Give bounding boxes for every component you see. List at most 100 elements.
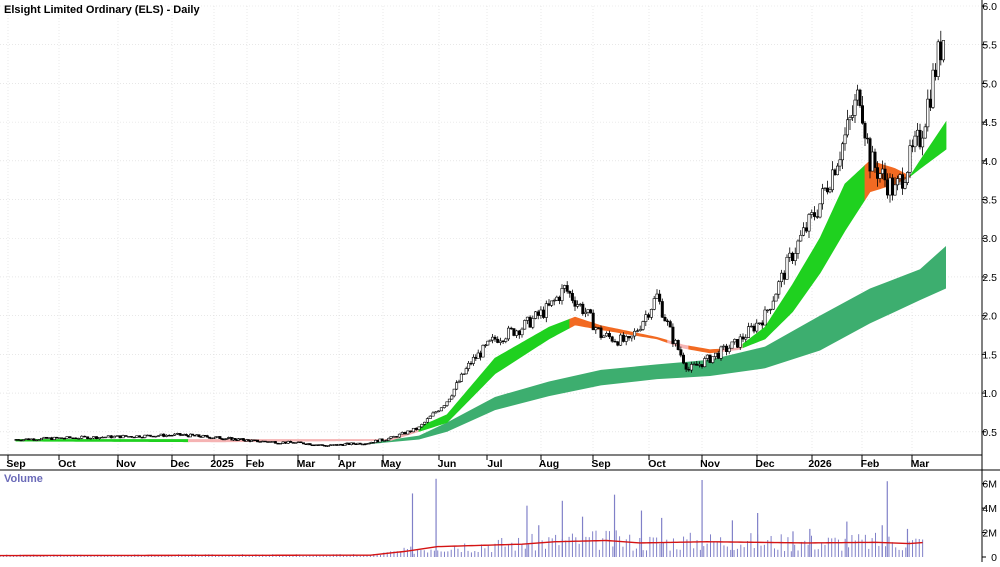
candle-body <box>464 368 468 375</box>
candle-body <box>865 137 869 140</box>
candle-body <box>576 304 580 307</box>
candle-body <box>197 434 201 437</box>
candle-body <box>178 433 182 436</box>
candle-body <box>278 442 282 445</box>
candle-body <box>476 352 480 359</box>
candle-body <box>71 437 75 440</box>
candle-body <box>162 433 166 437</box>
candle-body <box>19 439 23 442</box>
candle-body <box>692 363 696 366</box>
candle-body <box>225 438 229 440</box>
candle-body <box>276 442 280 445</box>
candle-body <box>156 435 160 437</box>
candle-body <box>533 311 537 319</box>
candle-body <box>895 178 899 186</box>
candle-body <box>918 129 922 148</box>
candle-body <box>557 296 561 301</box>
candle-body <box>738 336 742 348</box>
candle-body <box>695 363 699 366</box>
candle-body <box>542 309 546 318</box>
candle-body <box>875 167 879 179</box>
candle-body <box>320 444 324 446</box>
candle-body <box>883 168 887 181</box>
candle-body <box>550 300 554 306</box>
month-label: Feb <box>861 458 880 470</box>
candle-body <box>409 430 413 433</box>
candle-body <box>679 349 683 356</box>
price-tick-label: 4.5 <box>982 117 997 129</box>
candle-body <box>774 293 778 302</box>
candle-body <box>647 314 651 318</box>
candle-body <box>42 436 46 439</box>
candle-body <box>112 435 116 439</box>
candle-body <box>868 138 872 172</box>
candle-body <box>83 435 87 438</box>
candle-body <box>818 203 822 218</box>
candle-body <box>447 398 451 403</box>
candle-body <box>434 411 438 414</box>
candle-body <box>833 169 837 176</box>
candle-body <box>589 309 593 314</box>
candle-body <box>610 336 614 342</box>
candle-body <box>586 309 590 313</box>
candle-body <box>218 436 222 439</box>
month-label: Oct <box>58 458 76 470</box>
month-label: Dec <box>755 458 774 470</box>
candle-body <box>697 364 701 366</box>
candle-body <box>452 388 456 397</box>
short-term-ma-band-up <box>36 439 121 442</box>
candle-body <box>635 330 639 332</box>
price-tick-label: 1.5 <box>982 349 997 361</box>
volume-tick-label: 2M <box>982 528 997 540</box>
candle-body <box>47 437 51 439</box>
month-label: Jun <box>438 458 457 470</box>
candle-body <box>552 299 556 302</box>
price-tick-label: 0.5 <box>982 427 997 439</box>
candle-body <box>17 439 21 441</box>
candle-body <box>910 145 914 148</box>
candle-body <box>658 293 662 302</box>
candle-body <box>148 434 152 437</box>
candle-body <box>414 427 418 430</box>
candle-body <box>92 436 96 439</box>
candle-body <box>568 291 572 294</box>
candle-body <box>431 412 435 417</box>
month-label: Aug <box>539 458 559 470</box>
month-label: Nov <box>700 458 720 470</box>
candle-body <box>840 143 844 161</box>
candle-body <box>578 303 582 306</box>
candle-body <box>170 435 174 437</box>
candle-body <box>509 327 513 330</box>
candle-body <box>607 333 611 338</box>
candle-body <box>591 312 595 331</box>
candle-body <box>439 407 443 412</box>
candle-body <box>689 364 693 371</box>
candle-body <box>420 424 424 428</box>
candle-body <box>34 439 38 442</box>
month-label: Mar <box>297 458 316 470</box>
candle-body <box>352 442 356 445</box>
candle-body <box>878 173 882 179</box>
candle-body <box>810 212 814 215</box>
candle-body <box>496 338 500 343</box>
candle-body <box>50 437 54 440</box>
candle-body <box>888 177 892 196</box>
candle-body <box>782 272 786 280</box>
candle-body <box>870 151 874 172</box>
candle-body <box>140 436 144 439</box>
candle-body <box>100 436 104 439</box>
candle-body <box>74 437 78 440</box>
candle-body <box>815 216 819 218</box>
candle-body <box>705 354 709 359</box>
candle-body <box>504 338 508 342</box>
candle-body <box>668 321 672 328</box>
candle-body <box>531 318 535 328</box>
candle-body <box>766 309 770 312</box>
candle-body <box>708 354 712 363</box>
candle-body <box>37 439 41 441</box>
candle-body <box>14 439 18 441</box>
candle-body <box>471 356 475 364</box>
